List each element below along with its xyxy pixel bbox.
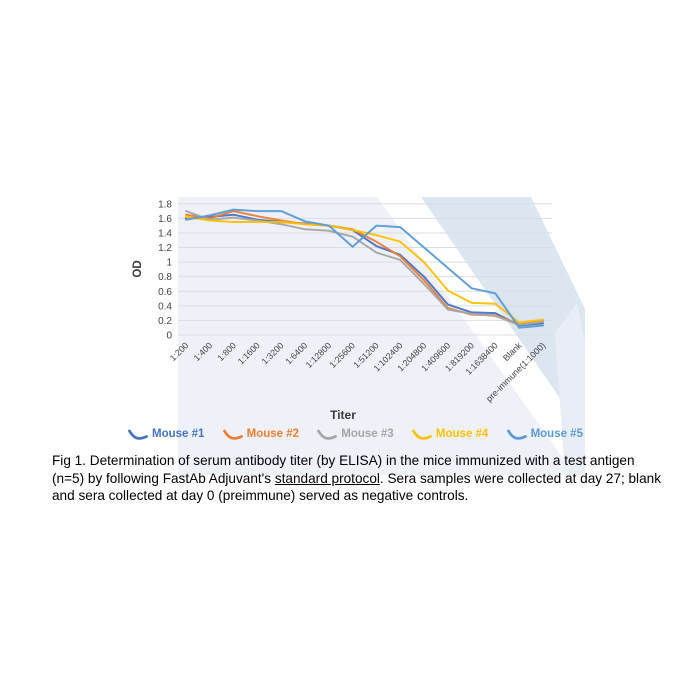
legend-label: Mouse #1 (152, 428, 205, 440)
y-axis-title: OD (132, 260, 144, 277)
legend-item-mouse-4: Mouse #4 (412, 428, 488, 441)
x-axis-title: Titer (330, 408, 356, 422)
y-tick-label: 0 (166, 331, 172, 342)
figure-caption: Fig 1. Determination of serum antibody t… (52, 452, 662, 505)
y-tick-label: 0.8 (158, 272, 172, 283)
y-tick-label: 0.4 (158, 301, 172, 312)
legend-label: Mouse #2 (246, 428, 300, 440)
legend-item-mouse-5: Mouse #5 (506, 428, 583, 441)
caption-text-lead: Fig 1. Determination of serum antibody t… (52, 453, 635, 486)
y-tick-label: 1.4 (158, 228, 172, 239)
legend-line-swoosh-icon (128, 429, 148, 440)
watermark-band-right (555, 303, 585, 475)
legend-line-swoosh-icon (412, 429, 432, 440)
legend-line-swoosh-icon (317, 429, 338, 440)
y-tick-label: 1 (166, 258, 172, 269)
legend-item-mouse-3: Mouse #3 (317, 428, 394, 441)
series-line-mouse-4 (185, 215, 544, 324)
watermark-pale-zone (178, 197, 575, 475)
y-tick-label: 1.2 (158, 243, 172, 254)
y-tick-label: 1.8 (158, 199, 172, 210)
legend-item-mouse-1: Mouse #1 (128, 428, 204, 441)
legend-line-swoosh-icon (506, 429, 527, 440)
series-line-mouse-1 (185, 213, 544, 327)
watermark-band (421, 197, 585, 435)
legend-label: Mouse #5 (530, 428, 583, 440)
series-line-mouse-3 (185, 210, 544, 326)
y-tick-label: 0.2 (158, 316, 172, 327)
legend-line-swoosh-icon (222, 429, 243, 440)
legend-label: Mouse #4 (435, 428, 489, 440)
legend-label: Mouse #3 (341, 428, 394, 440)
chart-plot-area: 00.20.40.60.811.21.41.61.81:200 1:400 1:80… (132, 197, 585, 475)
y-tick-label: 0.6 (158, 287, 172, 298)
series-line-mouse-5 (185, 208, 544, 329)
caption-standard-protocol-link[interactable]: standard protocol (274, 470, 380, 486)
y-tick-label: 1.6 (158, 214, 172, 225)
legend-item-mouse-2: Mouse #2 (222, 428, 300, 441)
caption-text-tail: . Sera samples were collected at day 27;… (52, 470, 661, 504)
chart-legend: Mouse #1 Mouse #2 Mouse #3 Mouse #4 Mouse #5 (128, 424, 583, 444)
